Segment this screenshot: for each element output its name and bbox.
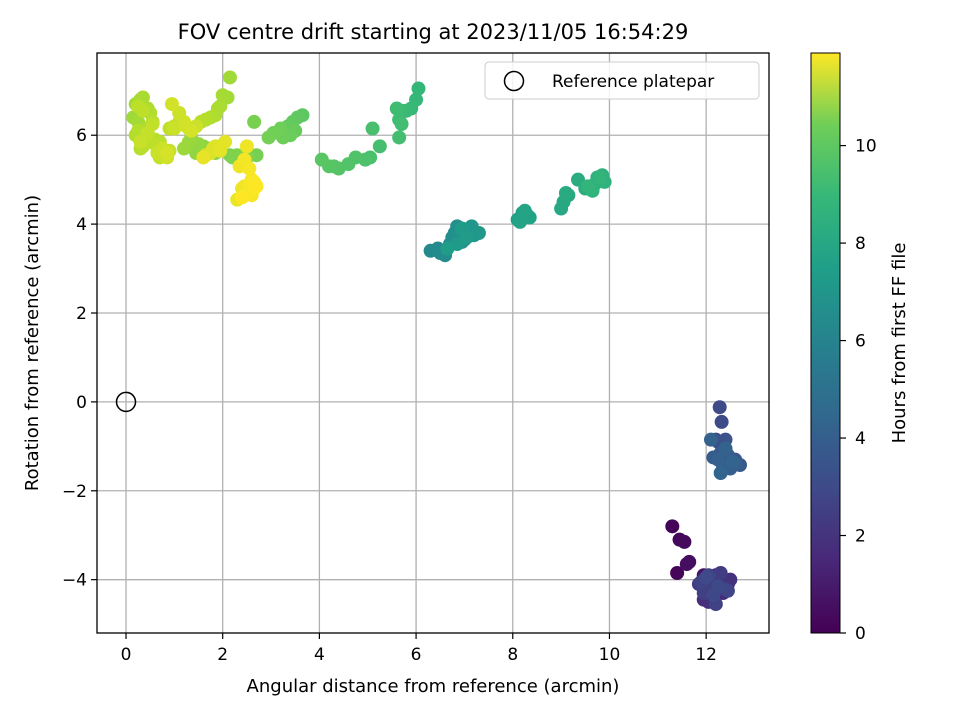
legend-box	[484, 61, 760, 100]
x-tick-label: 12	[695, 645, 717, 665]
data-point	[679, 557, 694, 572]
data-point	[177, 141, 192, 156]
data-point	[239, 139, 254, 154]
data-point	[713, 466, 728, 480]
data-point	[580, 179, 595, 194]
colorbar-label: Hours from first FF file	[889, 243, 910, 444]
data-point	[670, 566, 685, 580]
colorbar-gradient	[810, 52, 841, 634]
y-tick-label: 4	[76, 215, 87, 235]
x-tick-label: 6	[411, 645, 422, 665]
colorbar-ticks: 0 2 4 6 8 10	[840, 137, 877, 644]
colorbar-tick-label: 10	[855, 137, 877, 157]
data-point	[314, 152, 329, 167]
grid	[97, 53, 769, 633]
legend-label: Reference platepar	[552, 72, 714, 92]
data-point	[712, 400, 727, 415]
data-point	[365, 121, 380, 136]
data-point	[247, 114, 262, 129]
legend-marker-icon	[503, 70, 525, 92]
data-point	[517, 203, 532, 218]
reference-platepar-marker	[115, 391, 137, 413]
colorbar-tick-label: 6	[855, 332, 866, 352]
data-point	[592, 170, 607, 185]
colorbar-tick-label: 4	[855, 429, 866, 449]
x-tick-label: 10	[599, 645, 621, 665]
data-point	[394, 117, 409, 132]
x-tick-label: 8	[507, 645, 518, 665]
data-point	[677, 534, 692, 549]
data-point	[249, 179, 264, 194]
y-tick-label: −2	[62, 482, 87, 502]
data-point	[711, 452, 726, 467]
data-point	[261, 130, 276, 145]
data-point	[699, 570, 714, 585]
x-tick-label: 2	[217, 645, 228, 665]
data-point	[558, 186, 573, 200]
x-axis-ticks: 0 2 4 6 8 10 12	[121, 633, 717, 665]
y-axis-label: Rotation from reference (arcmin)	[22, 195, 43, 491]
colorbar-tick-label: 0	[855, 624, 866, 644]
data-point	[222, 70, 237, 85]
legend: Reference platepar	[484, 61, 760, 100]
data-point	[389, 101, 404, 116]
data-point	[440, 241, 455, 256]
data-point	[372, 139, 387, 154]
data-point	[459, 230, 474, 245]
data-point	[164, 97, 179, 112]
data-point	[392, 130, 407, 145]
data-point	[713, 566, 728, 580]
plot-frame	[96, 52, 770, 634]
y-tick-label: −4	[62, 571, 87, 591]
data-point	[711, 579, 726, 594]
data-point	[133, 134, 148, 149]
data-point	[725, 454, 740, 469]
x-axis-label: Angular distance from reference (arcmin)	[247, 676, 620, 697]
data-point	[196, 150, 211, 165]
data-point	[184, 123, 199, 138]
data-point	[411, 81, 426, 96]
data-point	[135, 103, 150, 118]
y-tick-label: 6	[76, 126, 87, 146]
colorbar: 0 2 4 6 8 10 Hours from first FF file	[810, 52, 910, 644]
data-point	[703, 432, 718, 447]
scatter-points	[126, 70, 747, 612]
data-point	[242, 161, 257, 176]
data-point	[218, 134, 233, 149]
data-point	[665, 519, 680, 534]
data-point	[235, 190, 250, 205]
y-tick-label: 2	[76, 304, 87, 324]
y-axis-ticks: −4 −2 0 2 4 6	[62, 126, 97, 591]
x-tick-label: 4	[314, 645, 325, 665]
chart-title: FOV centre drift starting at 2023/11/05 …	[178, 20, 689, 44]
data-point	[714, 414, 729, 429]
x-tick-label: 0	[121, 645, 132, 665]
y-tick-label: 0	[76, 393, 87, 413]
colorbar-tick-label: 2	[855, 527, 866, 547]
colorbar-tick-label: 8	[855, 234, 866, 254]
data-point	[513, 214, 528, 229]
data-point	[471, 226, 486, 240]
data-point	[718, 441, 733, 456]
data-point	[215, 88, 230, 103]
data-point	[160, 146, 175, 160]
